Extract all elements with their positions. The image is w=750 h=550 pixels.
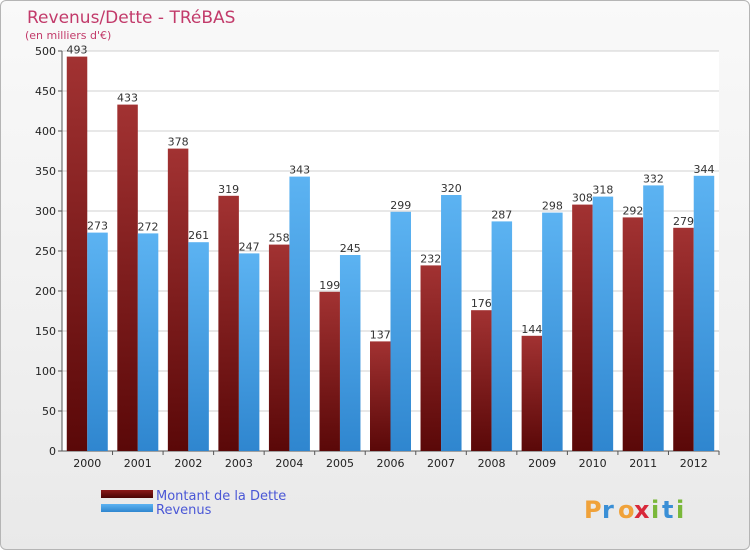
bar-revenus xyxy=(188,242,209,451)
value-label-revenus: 343 xyxy=(289,164,310,177)
value-label-revenus: 273 xyxy=(87,220,108,233)
x-tick-label: 2000 xyxy=(73,457,101,470)
bar-revenus xyxy=(238,253,260,451)
legend: Montant de la Dette Revenus xyxy=(101,489,286,518)
value-label-debt: 199 xyxy=(319,279,340,292)
value-label-debt: 176 xyxy=(471,297,492,310)
x-tick-label: 2012 xyxy=(680,457,708,470)
y-tick-label: 100 xyxy=(35,365,56,378)
x-tick-label: 2005 xyxy=(326,457,354,470)
legend-label-debt: Montant de la Dette xyxy=(156,489,286,504)
value-label-debt: 319 xyxy=(218,183,239,196)
bar-revenus xyxy=(542,212,563,451)
value-label-revenus: 298 xyxy=(542,200,563,213)
x-tick-label: 2009 xyxy=(528,457,556,470)
value-label-revenus: 332 xyxy=(643,172,664,185)
bar-revenus xyxy=(592,196,614,451)
bar-debt xyxy=(572,204,593,451)
y-tick-label: 150 xyxy=(35,325,56,338)
bar-debt xyxy=(268,244,290,451)
bar-revenus xyxy=(137,233,159,451)
value-label-revenus: 261 xyxy=(188,229,209,242)
y-tick-label: 50 xyxy=(42,405,56,418)
y-tick-label: 500 xyxy=(35,45,56,58)
logo-letter: o xyxy=(618,496,635,524)
value-label-revenus: 287 xyxy=(491,208,512,221)
x-tick-label: 2008 xyxy=(478,457,506,470)
y-tick-label: 350 xyxy=(35,165,56,178)
bar-debt xyxy=(370,341,391,451)
x-tick-label: 2010 xyxy=(579,457,607,470)
logo-letter: P xyxy=(584,496,602,524)
y-tick-label: 0 xyxy=(49,445,56,458)
value-label-debt: 433 xyxy=(117,92,138,105)
bar-revenus xyxy=(87,232,108,451)
bar-revenus xyxy=(441,195,462,451)
logo-letter: x xyxy=(634,496,650,524)
x-tick-label: 2001 xyxy=(124,457,152,470)
bar-debt xyxy=(622,217,644,451)
bar-debt xyxy=(521,335,543,451)
x-tick-label: 2002 xyxy=(174,457,202,470)
value-label-debt: 308 xyxy=(572,192,593,205)
y-tick-label: 250 xyxy=(35,245,56,258)
value-label-revenus: 318 xyxy=(592,184,613,197)
value-label-debt: 493 xyxy=(67,44,88,57)
x-tick-label: 2004 xyxy=(275,457,303,470)
bar-revenus xyxy=(693,175,715,452)
value-label-debt: 144 xyxy=(521,323,542,336)
logo-letter: i xyxy=(676,496,684,524)
bar-revenus xyxy=(339,255,361,451)
logo-letter: r xyxy=(602,496,614,524)
value-label-debt: 292 xyxy=(622,204,643,217)
x-tick-label: 2003 xyxy=(225,457,253,470)
x-tick-label: 2007 xyxy=(427,457,455,470)
x-tick-label: 2011 xyxy=(629,457,657,470)
value-label-debt: 232 xyxy=(420,252,441,265)
bar-debt xyxy=(471,310,492,451)
value-label-revenus: 344 xyxy=(693,163,714,176)
bar-debt xyxy=(420,265,442,451)
y-tick-label: 300 xyxy=(35,205,56,218)
bar-debt xyxy=(218,195,239,451)
value-label-revenus: 272 xyxy=(138,220,159,233)
bar-revenus xyxy=(491,221,513,451)
value-label-revenus: 247 xyxy=(239,240,260,253)
value-label-debt: 279 xyxy=(673,215,694,228)
value-label-revenus: 320 xyxy=(441,182,462,195)
y-tick-label: 400 xyxy=(35,125,56,138)
bar-revenus xyxy=(289,176,310,451)
value-label-revenus: 245 xyxy=(340,242,361,255)
bar-debt xyxy=(117,104,138,451)
plot-area: 0 50 100 150 200 250 300 350 400 450 500 2000 493 273… xyxy=(35,44,720,470)
y-tick-label: 200 xyxy=(35,285,56,298)
bar-debt xyxy=(167,148,189,451)
legend-swatch-debt xyxy=(101,490,153,498)
y-tick-label: 450 xyxy=(35,85,56,98)
logo-letter: t xyxy=(662,496,673,524)
bar-revenus xyxy=(643,185,664,451)
bar-debt xyxy=(66,56,88,451)
value-label-debt: 258 xyxy=(269,232,290,245)
legend-label-revenus: Revenus xyxy=(156,503,212,518)
x-tick-label: 2006 xyxy=(377,457,405,470)
logo-letter: i xyxy=(651,496,659,524)
value-label-debt: 378 xyxy=(168,136,189,149)
chart-title: Revenus/Dette - TRéBAS xyxy=(27,8,235,28)
bar-debt xyxy=(319,291,340,451)
legend-swatch-revenus xyxy=(101,504,153,512)
value-label-debt: 137 xyxy=(370,328,391,341)
bar-revenus xyxy=(390,211,411,451)
value-label-revenus: 299 xyxy=(390,199,411,212)
bar-debt xyxy=(673,227,694,451)
chart-subtitle: (en milliers d'€) xyxy=(25,29,111,42)
